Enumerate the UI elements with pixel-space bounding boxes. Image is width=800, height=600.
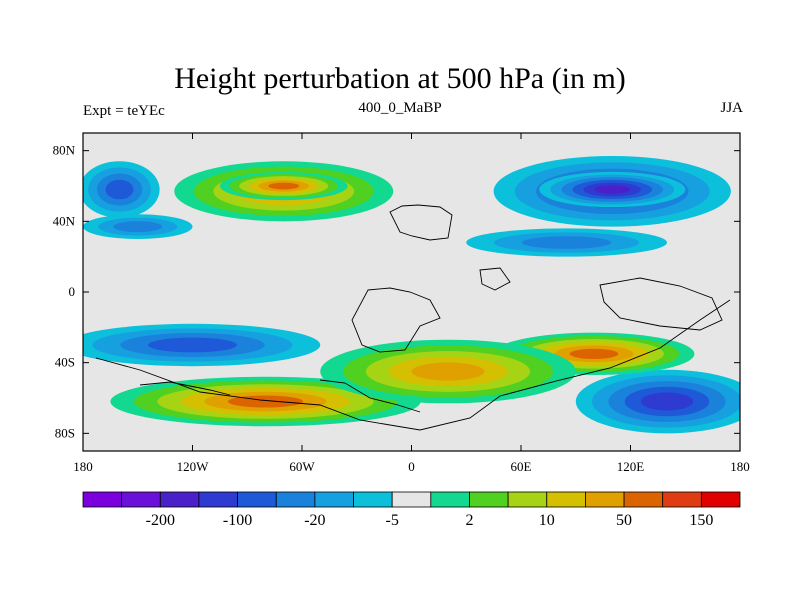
coastline-3	[479, 267, 511, 291]
colorbar-swatch	[469, 491, 509, 508]
colorbar-label: -5	[386, 512, 399, 529]
x-tick-label: 120W	[177, 459, 210, 474]
x-tick-label: 180	[730, 459, 750, 474]
southern-high-east-contour-6	[569, 348, 619, 359]
x-tick-label: 60E	[511, 459, 532, 474]
colorbar-swatch	[237, 491, 277, 508]
colorbar-swatch	[82, 491, 123, 508]
coastline-0	[389, 204, 453, 241]
x-tick-label: 0	[408, 459, 415, 474]
coastline-1	[351, 287, 441, 353]
colorbar-swatch	[507, 491, 548, 508]
y-tick-label: 0	[69, 284, 76, 299]
coastline-6	[139, 381, 231, 396]
experiment-label: Expt = teYEc	[83, 103, 165, 119]
colorbar-swatch	[623, 491, 664, 508]
y-tick-label: 80N	[53, 143, 76, 158]
y-tick-label: 40N	[53, 213, 76, 228]
colorbar-swatch	[662, 491, 702, 508]
x-tick-label: 180	[73, 459, 93, 474]
coastline-5	[319, 379, 421, 413]
colorbar-swatch	[585, 491, 625, 508]
north-pacific-low-contour-4	[105, 179, 134, 200]
colorbar-label: -100	[223, 512, 252, 529]
x-tick-label: 120E	[617, 459, 645, 474]
colorbar-label: 50	[616, 512, 632, 529]
colorbar-label: -20	[304, 512, 325, 529]
map-plot-area	[83, 133, 740, 451]
southern-trough-contour-4	[148, 337, 237, 353]
colorbar-swatch	[353, 491, 393, 508]
eurasia-low-core-contour-6	[594, 185, 630, 194]
colorbar-label: 150	[689, 512, 713, 529]
colorbar-label: 2	[465, 512, 473, 529]
coastline-4	[599, 277, 723, 331]
colorbar-swatch	[314, 491, 354, 508]
north-america-high-core-contour-6	[268, 182, 300, 190]
colorbar-swatch	[121, 491, 161, 508]
colorbar-swatch	[198, 491, 238, 508]
colorbar-swatch	[430, 491, 470, 508]
colorbar-label: -200	[146, 512, 175, 529]
colorbar-swatch	[391, 491, 432, 508]
north-atlantic-low-contour-3	[113, 221, 163, 233]
colorbar-label: 10	[539, 512, 555, 529]
south-pacific-low-contour-5	[640, 392, 694, 411]
colorbar: -200 -100 -20 -5 2 10 50 150	[82, 491, 741, 529]
colorbar-swatch	[159, 491, 200, 508]
chart-title: Height perturbation at 500 hPa (in m)	[174, 62, 626, 95]
season-label: JJA	[720, 100, 743, 116]
period-label: 400_0_MaBP	[358, 100, 442, 116]
coastline-2	[95, 299, 731, 431]
coastline-layer	[95, 204, 731, 431]
colorbar-swatch	[546, 491, 586, 508]
y-tick-label: 80S	[55, 425, 75, 440]
axes: 180 120W 60W 0 60E 120E 180 80N 40N 0 40S 80S	[53, 133, 750, 474]
y-tick-label: 40S	[55, 355, 75, 370]
x-tick-label: 60W	[289, 459, 315, 474]
colorbar-swatch	[275, 491, 316, 508]
colorbar-swatch	[700, 491, 741, 508]
central-asia-low-contour-3	[522, 236, 612, 249]
southern-high-center-contour-5	[411, 362, 485, 381]
